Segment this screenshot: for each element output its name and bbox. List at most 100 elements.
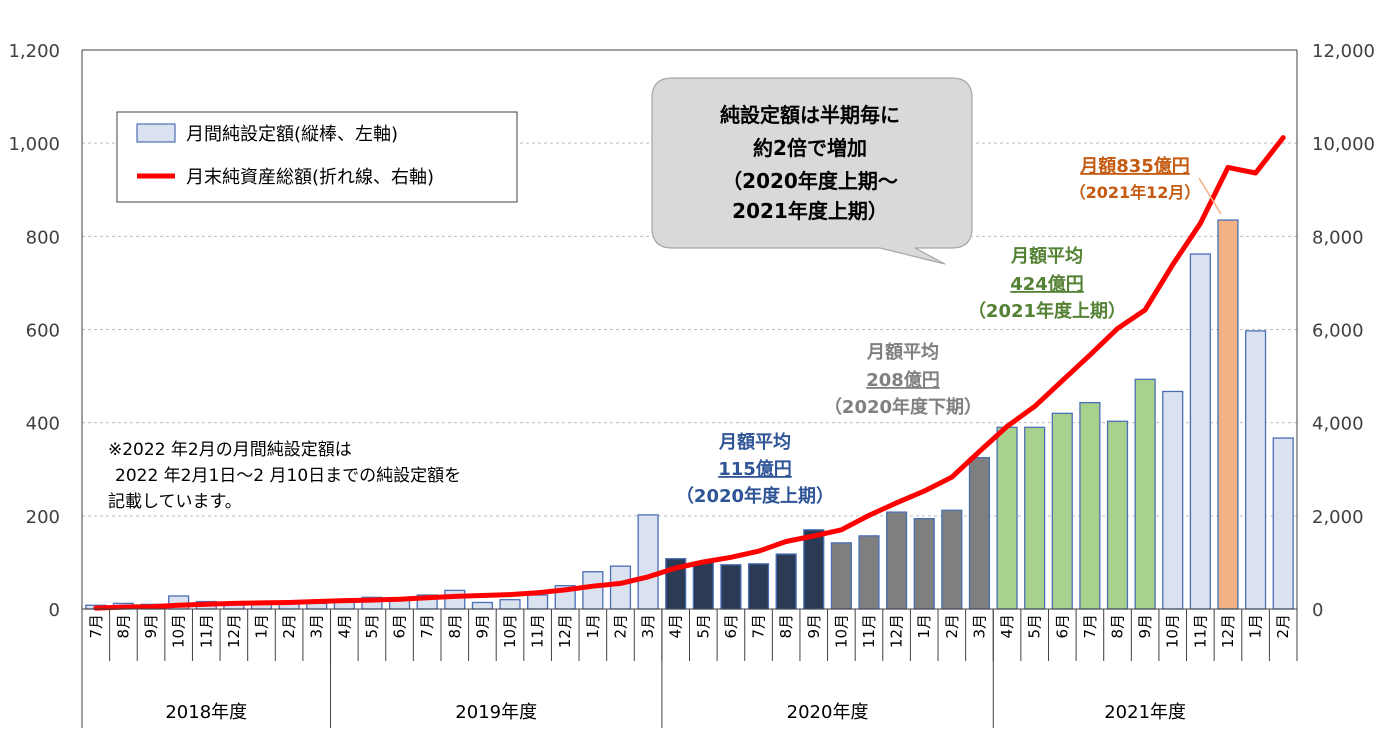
bar xyxy=(637,514,659,610)
month-label: 2月 xyxy=(943,614,961,639)
bar xyxy=(996,426,1018,610)
month-label: 10月 xyxy=(832,614,850,648)
bar xyxy=(886,511,908,610)
line-series xyxy=(93,135,1286,611)
callout-line-1: 純設定額は半期毎に xyxy=(720,103,900,127)
left-tick-label: 1,200 xyxy=(8,41,60,62)
month-label: 7月 xyxy=(750,614,768,639)
month-label: 6月 xyxy=(1053,614,1071,639)
callout-line-2: 約2倍で増加 xyxy=(753,136,867,160)
bar xyxy=(803,529,825,610)
month-label: 9月 xyxy=(142,614,160,639)
bar xyxy=(1106,420,1129,610)
month-label: 3月 xyxy=(970,614,988,639)
note-line-1: ※2022 年2月の月間純設定額は xyxy=(108,440,352,460)
left-tick-label: 200 xyxy=(26,507,60,528)
month-label: 8月 xyxy=(777,614,795,639)
callout-line-3: （2020年度上期～ xyxy=(722,169,898,193)
month-label: 9月 xyxy=(805,614,823,639)
avg-2021h1-line-3: （2021年度上期） xyxy=(968,300,1126,322)
bar xyxy=(1217,219,1239,610)
annotation-avg-2020h2: 月額平均 208億円 （2020年度下期） xyxy=(824,341,982,418)
bar xyxy=(444,589,466,610)
month-label: 9月 xyxy=(473,614,491,639)
bar xyxy=(830,542,852,610)
month-label: 11月 xyxy=(1191,614,1209,648)
avg-2020h2-line-2: 208億円 xyxy=(866,369,940,391)
month-label: 4月 xyxy=(335,614,353,639)
bar xyxy=(1272,437,1294,610)
left-axis-ticks: 0 200 400 600 800 1,000 1,200 xyxy=(8,41,60,621)
month-label: 5月 xyxy=(694,614,712,639)
legend-box xyxy=(116,111,518,203)
bar xyxy=(1079,401,1101,610)
month-label: 1月 xyxy=(253,614,271,639)
month-label: 10月 xyxy=(501,614,519,648)
bar xyxy=(775,553,797,610)
annotation-peak: 月額835億円 （2021年12月） xyxy=(1070,155,1222,215)
bar xyxy=(471,601,493,610)
bar-series xyxy=(85,219,1294,610)
fiscal-year-label: 2018年度 xyxy=(165,702,247,723)
bar xyxy=(747,563,770,610)
note-line-2: 2022 年2月1日～2 月10日までの純設定額を xyxy=(115,466,461,486)
month-label: 5月 xyxy=(1026,614,1044,639)
month-label: 3月 xyxy=(308,614,326,639)
bar xyxy=(1024,426,1046,610)
right-tick-label: 6,000 xyxy=(1312,321,1364,342)
bar xyxy=(941,509,963,610)
avg-2020h2-line-1: 月額平均 xyxy=(866,341,939,363)
bar xyxy=(720,564,742,610)
month-label: 8月 xyxy=(1109,614,1127,639)
month-label: 7月 xyxy=(87,614,105,639)
right-tick-label: 12,000 xyxy=(1312,41,1375,62)
month-label: 8月 xyxy=(114,614,132,639)
peak-leader-line xyxy=(1198,177,1222,215)
month-label: 10月 xyxy=(170,614,188,648)
bar xyxy=(1244,330,1267,610)
callout-line-4: 2021年度上期） xyxy=(732,199,888,223)
annotation-avg-2021h1: 月額平均 424億円 （2021年度上期） xyxy=(968,245,1126,322)
avg-2021h1-line-1: 月額平均 xyxy=(1010,245,1083,267)
fiscal-year-label: 2020年度 xyxy=(787,702,869,723)
bar xyxy=(692,561,714,610)
axes xyxy=(81,49,1298,728)
legend: 月間純設定額(縦棒、左軸) 月末純資産総額(折れ線、右軸) xyxy=(116,111,518,203)
peak-line-1: 月額835億円 xyxy=(1079,155,1190,177)
avg-2020h1-line-3: （2020年度上期） xyxy=(676,485,834,507)
annotation-avg-2020h1: 月額平均 115億円 （2020年度上期） xyxy=(676,431,834,507)
peak-line-2: （2021年12月） xyxy=(1070,183,1201,202)
right-tick-label: 0 xyxy=(1312,600,1323,621)
month-label: 1月 xyxy=(584,614,602,639)
month-label: 11月 xyxy=(860,614,878,648)
month-label: 5月 xyxy=(363,614,381,639)
bar xyxy=(499,599,521,610)
month-label: 4月 xyxy=(998,614,1016,639)
bar xyxy=(1051,412,1073,610)
fiscal-year-label: 2019年度 xyxy=(455,702,537,723)
left-tick-label: 600 xyxy=(26,321,60,342)
month-label: 12月 xyxy=(556,614,574,648)
month-label: 12月 xyxy=(225,614,243,648)
x-axis-fiscal-year-labels: 2018年度 2019年度 2020年度 2021年度 xyxy=(165,702,1186,723)
bar xyxy=(582,571,604,610)
legend-bar-label: 月間純設定額(縦棒、左軸) xyxy=(186,124,398,145)
bar xyxy=(1134,378,1156,610)
right-tick-label: 10,000 xyxy=(1312,134,1375,155)
legend-line-label: 月末純資産総額(折れ線、右軸) xyxy=(186,167,434,188)
month-label: 2月 xyxy=(1274,614,1292,639)
month-label: 1月 xyxy=(1247,614,1265,639)
avg-2021h1-line-2: 424億円 xyxy=(1010,273,1084,295)
bar xyxy=(913,517,935,610)
month-label: 7月 xyxy=(1081,614,1099,639)
month-label: 4月 xyxy=(667,614,685,639)
avg-2020h1-line-1: 月額平均 xyxy=(718,431,791,453)
bar xyxy=(858,535,880,610)
bar xyxy=(1162,390,1184,610)
left-tick-label: 400 xyxy=(26,414,60,435)
right-tick-label: 4,000 xyxy=(1312,414,1364,435)
month-label: 7月 xyxy=(418,614,436,639)
month-label: 2月 xyxy=(280,614,298,639)
month-label: 11月 xyxy=(529,614,547,648)
